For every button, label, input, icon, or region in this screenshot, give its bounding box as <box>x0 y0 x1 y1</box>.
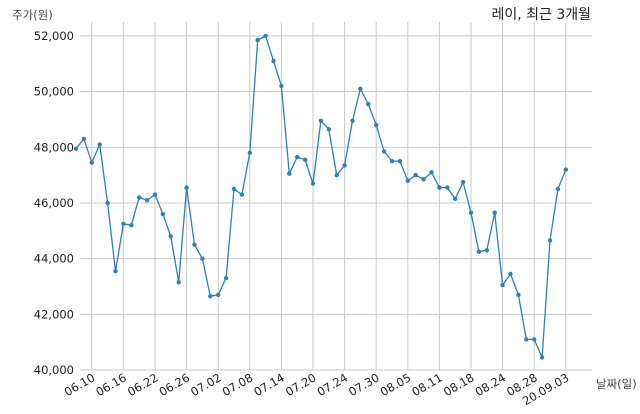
data-point <box>152 192 158 197</box>
data-point <box>358 86 363 92</box>
data-point <box>524 337 529 342</box>
data-point <box>484 248 489 253</box>
data-point <box>334 172 339 178</box>
data-point <box>421 177 426 182</box>
x-tick-label: 07.24 <box>315 370 351 399</box>
data-point <box>508 271 513 277</box>
x-tick-label: 08.18 <box>441 370 477 399</box>
data-point <box>389 159 395 164</box>
x-tick-label: 08.05 <box>378 370 414 399</box>
data-point <box>445 185 450 190</box>
data-point <box>310 181 316 186</box>
chart-title: 레이, 최근 3개월 <box>491 7 591 23</box>
data-point <box>397 159 403 164</box>
data-point <box>184 185 189 190</box>
data-point <box>547 238 553 243</box>
series-line <box>75 34 567 358</box>
y-tick-label: 46,000 <box>34 196 74 210</box>
data-point <box>105 200 110 206</box>
data-point <box>216 292 221 297</box>
data-point <box>563 167 568 172</box>
data-point <box>492 210 497 215</box>
data-point <box>476 249 482 254</box>
y-axis: 40,000 42,000 44,000 46,000 48,000 50,000 52,0… <box>34 29 74 377</box>
y-tick-label: 40,000 <box>34 363 74 377</box>
data-point <box>295 154 300 160</box>
y-tick-label: 52,000 <box>34 29 74 43</box>
data-point <box>231 186 237 192</box>
data-point <box>129 223 134 228</box>
data-point <box>200 256 205 261</box>
data-point <box>532 337 537 342</box>
data-point <box>255 37 260 43</box>
x-tick-label: 07.20 <box>283 370 319 399</box>
data-point <box>453 196 458 201</box>
x-tick-label: 08.11 <box>409 370 445 399</box>
data-point <box>437 185 442 190</box>
data-point <box>374 122 379 128</box>
x-tick-label: 06.16 <box>93 370 129 399</box>
y-tick-label: 50,000 <box>34 85 74 99</box>
data-point <box>137 195 142 200</box>
data-point <box>326 127 331 132</box>
data-point <box>208 294 213 299</box>
data-point <box>342 163 347 168</box>
data-point <box>500 282 505 288</box>
x-tick-label: 07.08 <box>220 370 256 399</box>
x-tick-label: 07.14 <box>251 370 287 399</box>
y-tick-label: 42,000 <box>34 307 74 321</box>
x-axis-title: 날짜(일) <box>596 377 637 391</box>
x-axis: 06.1006.1606.2206.2607.0207.0807.1407.20… <box>62 370 572 408</box>
data-point <box>121 221 126 226</box>
x-tick-label: 07.02 <box>188 370 224 399</box>
data-point <box>168 234 173 239</box>
data-point <box>160 211 166 217</box>
data-point <box>350 118 355 124</box>
y-tick-label: 48,000 <box>34 140 74 154</box>
x-tick-label: 08.24 <box>473 370 509 399</box>
data-point <box>460 179 466 185</box>
data-point <box>318 118 324 124</box>
x-tick-label: 07.30 <box>346 370 382 399</box>
data-point <box>405 178 410 183</box>
y-axis-title: 주가(원) <box>12 8 53 22</box>
series-layer <box>73 33 568 360</box>
data-point <box>366 101 371 107</box>
data-point <box>302 157 308 162</box>
data-point <box>192 242 197 247</box>
data-point <box>263 33 268 39</box>
data-point <box>468 210 474 215</box>
data-point <box>271 58 276 64</box>
data-point <box>247 150 252 155</box>
data-point <box>555 186 561 192</box>
data-point <box>279 83 284 89</box>
data-point <box>176 280 181 285</box>
data-point <box>287 171 292 176</box>
data-point <box>516 292 521 297</box>
y-tick-label: 44,000 <box>34 252 74 266</box>
data-point <box>81 136 87 142</box>
x-tick-label: 06.26 <box>157 370 193 399</box>
grid-lines <box>80 22 592 371</box>
data-point <box>539 355 545 360</box>
data-point <box>89 160 95 165</box>
data-point <box>239 192 245 197</box>
data-point <box>144 198 150 203</box>
x-tick-label: 06.22 <box>125 370 161 399</box>
data-point <box>73 146 79 151</box>
data-point <box>381 149 387 154</box>
data-point <box>429 170 434 175</box>
data-point <box>413 172 418 178</box>
data-point <box>97 142 102 147</box>
data-point <box>113 269 118 274</box>
data-point <box>223 275 229 281</box>
